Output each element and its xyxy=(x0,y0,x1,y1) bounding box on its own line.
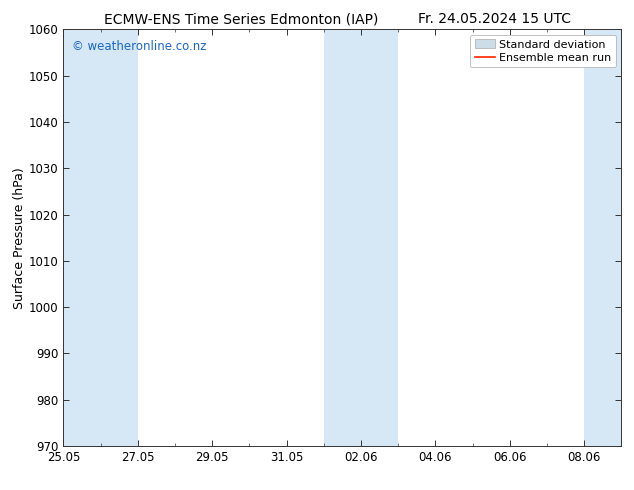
Bar xyxy=(101,29,138,446)
Bar xyxy=(584,29,621,446)
Bar xyxy=(324,29,361,446)
Y-axis label: Surface Pressure (hPa): Surface Pressure (hPa) xyxy=(13,167,26,309)
Bar xyxy=(63,29,101,446)
Text: ECMW-ENS Time Series Edmonton (IAP): ECMW-ENS Time Series Edmonton (IAP) xyxy=(104,12,378,26)
Text: © weatheronline.co.nz: © weatheronline.co.nz xyxy=(72,40,206,53)
Text: Fr. 24.05.2024 15 UTC: Fr. 24.05.2024 15 UTC xyxy=(418,12,571,26)
Legend: Standard deviation, Ensemble mean run: Standard deviation, Ensemble mean run xyxy=(470,35,616,68)
Bar xyxy=(361,29,398,446)
